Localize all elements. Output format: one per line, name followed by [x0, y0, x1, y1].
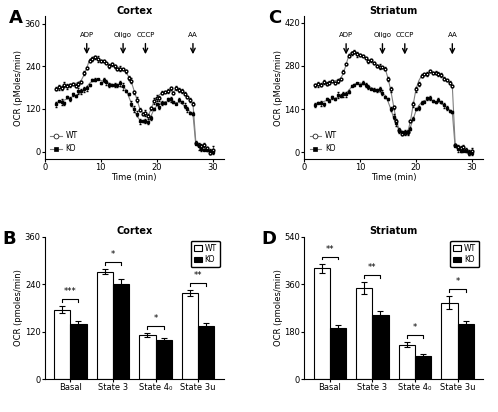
- Bar: [97, 272, 113, 379]
- Text: AA: AA: [188, 32, 198, 38]
- Text: *: *: [153, 314, 158, 323]
- Y-axis label: OCR (pmoles/min): OCR (pmoles/min): [273, 269, 283, 346]
- Text: **: **: [326, 245, 334, 254]
- Bar: [330, 328, 346, 379]
- Legend: WT, KO: WT, KO: [450, 241, 479, 267]
- Title: Striatum: Striatum: [370, 226, 418, 236]
- Bar: [399, 345, 415, 379]
- Bar: [113, 284, 129, 379]
- Text: D: D: [261, 230, 276, 248]
- Title: Striatum: Striatum: [370, 6, 418, 16]
- Bar: [139, 335, 155, 379]
- Y-axis label: OCR (pMoles/min): OCR (pMoles/min): [14, 49, 23, 126]
- Text: *: *: [111, 250, 115, 259]
- Text: ***: ***: [64, 288, 77, 296]
- Bar: [314, 269, 330, 379]
- X-axis label: Time (min): Time (min): [371, 173, 416, 182]
- Bar: [198, 326, 214, 379]
- Text: AA: AA: [447, 32, 457, 38]
- Text: Oligo: Oligo: [374, 32, 391, 38]
- Y-axis label: OCR (pMoles/min): OCR (pMoles/min): [274, 49, 283, 126]
- Bar: [356, 288, 373, 379]
- Bar: [458, 324, 474, 379]
- Text: *: *: [455, 277, 460, 286]
- Bar: [373, 314, 388, 379]
- Bar: [441, 303, 458, 379]
- Text: **: **: [194, 271, 202, 280]
- Bar: [155, 340, 172, 379]
- Y-axis label: OCR (pmoles/min): OCR (pmoles/min): [14, 269, 23, 346]
- Legend: WT, KO: WT, KO: [191, 241, 220, 267]
- Text: Oligo: Oligo: [114, 32, 132, 38]
- Text: CCCP: CCCP: [395, 32, 414, 38]
- Bar: [182, 293, 198, 379]
- Text: *: *: [413, 323, 417, 332]
- Text: B: B: [2, 230, 15, 248]
- Text: ADP: ADP: [339, 32, 353, 38]
- Text: **: **: [368, 263, 376, 272]
- Text: C: C: [268, 9, 282, 27]
- Bar: [54, 310, 70, 379]
- Text: ADP: ADP: [80, 32, 94, 38]
- Bar: [415, 356, 431, 379]
- Title: Cortex: Cortex: [116, 226, 152, 236]
- Title: Cortex: Cortex: [116, 6, 152, 16]
- Legend: WT, KO: WT, KO: [306, 129, 340, 157]
- Text: A: A: [9, 9, 23, 27]
- X-axis label: Time (min): Time (min): [112, 173, 157, 182]
- Legend: WT, KO: WT, KO: [47, 129, 81, 157]
- Text: CCCP: CCCP: [136, 32, 154, 38]
- Bar: [70, 324, 87, 379]
